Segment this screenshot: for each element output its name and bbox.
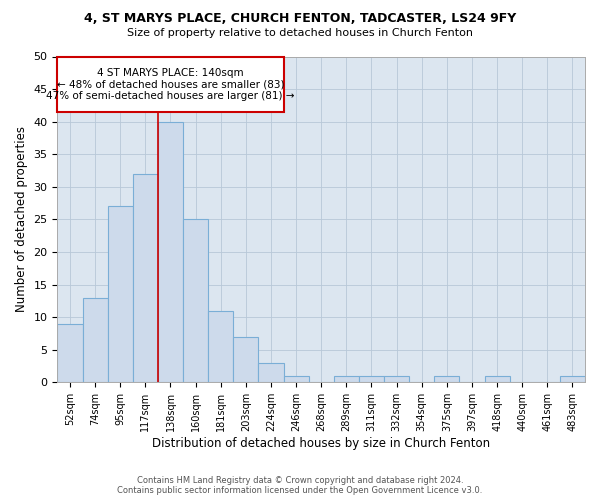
Bar (158, 122, 183, 382)
Bar (259, 363, 284, 382)
Text: Contains HM Land Registry data © Crown copyright and database right 2024.
Contai: Contains HM Land Registry data © Crown c… (118, 476, 482, 495)
Bar (83, 298, 107, 382)
Bar (58, 56, 284, 112)
Bar (384, 376, 409, 382)
Bar (434, 376, 460, 382)
Text: 4, ST MARYS PLACE, CHURCH FENTON, TADCASTER, LS24 9FY: 4, ST MARYS PLACE, CHURCH FENTON, TADCAS… (84, 12, 516, 26)
Y-axis label: Number of detached properties: Number of detached properties (15, 126, 28, 312)
Bar (133, 174, 158, 382)
Bar (284, 376, 308, 382)
Bar (560, 376, 585, 382)
Text: Size of property relative to detached houses in Church Fenton: Size of property relative to detached ho… (127, 28, 473, 38)
Bar (208, 310, 233, 382)
X-axis label: Distribution of detached houses by size in Church Fenton: Distribution of detached houses by size … (152, 437, 490, 450)
Bar (233, 336, 259, 382)
Bar (58, 324, 83, 382)
Bar (359, 376, 384, 382)
Bar (334, 376, 359, 382)
Bar (107, 206, 133, 382)
Bar (485, 376, 509, 382)
Text: 4 ST MARYS PLACE: 140sqm
← 48% of detached houses are smaller (83)
47% of semi-d: 4 ST MARYS PLACE: 140sqm ← 48% of detach… (46, 68, 295, 101)
Bar (183, 220, 208, 382)
